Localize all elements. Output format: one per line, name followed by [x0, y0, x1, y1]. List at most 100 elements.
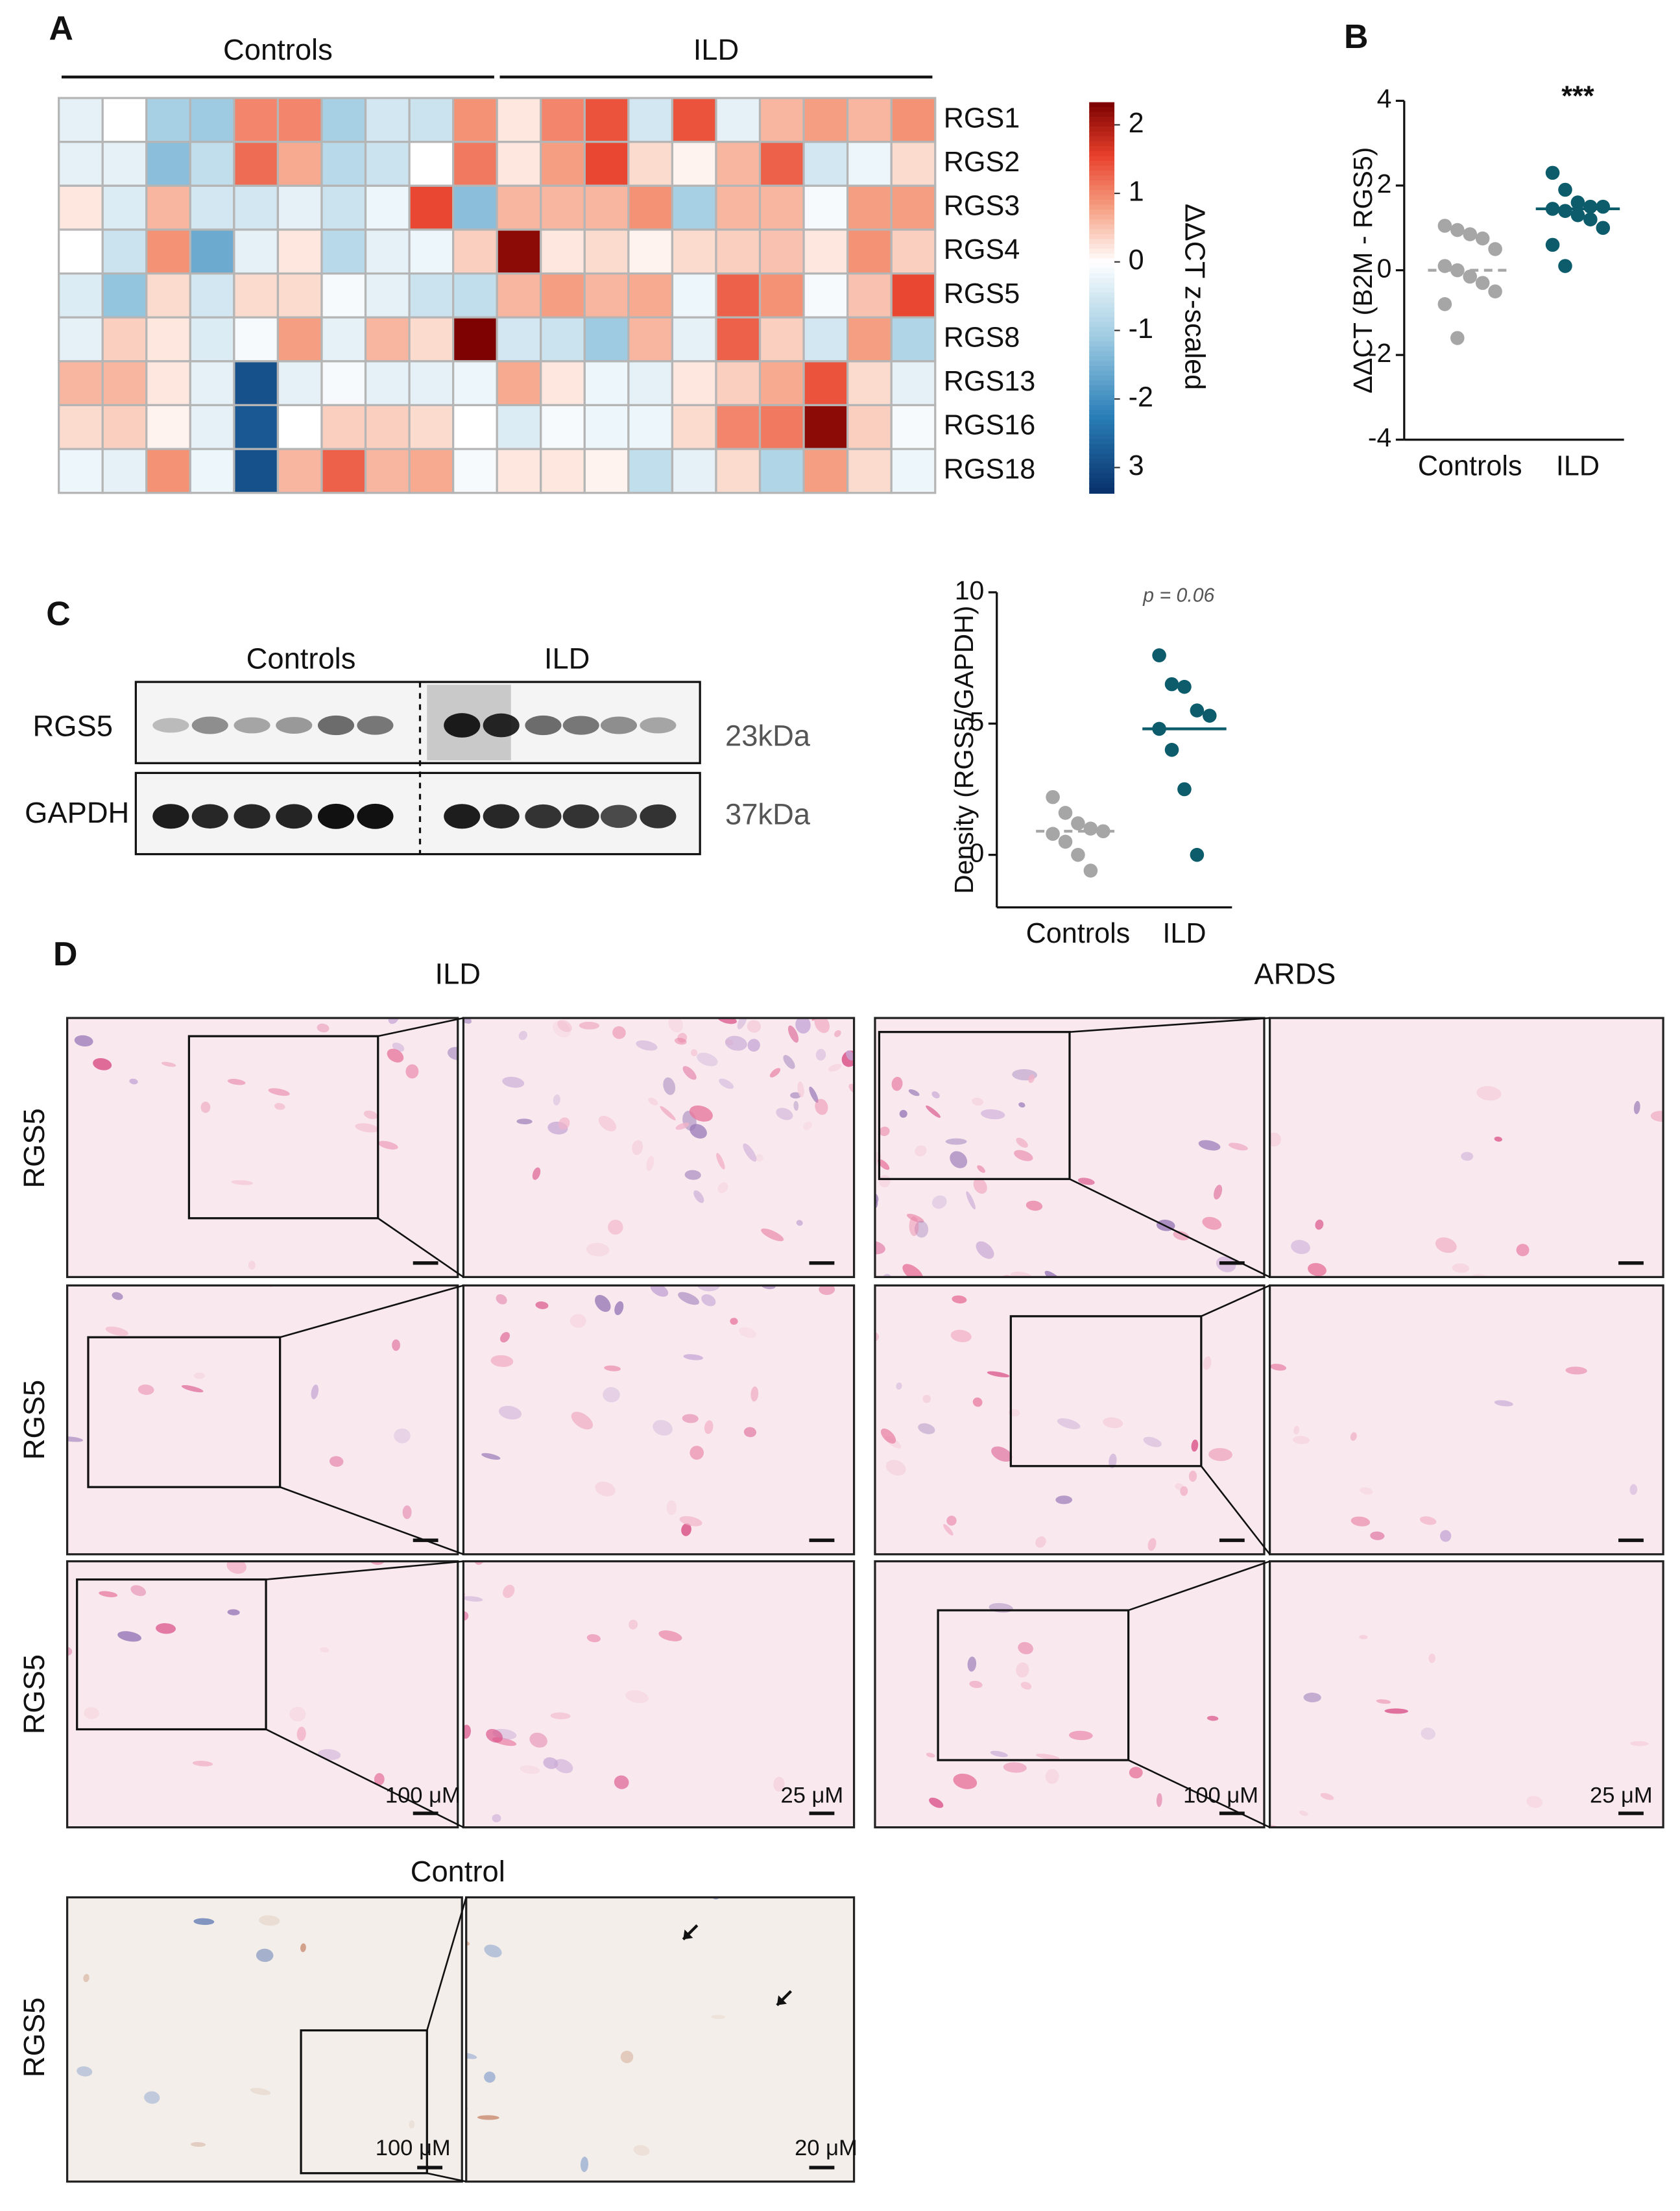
tissue-texture	[1453, 410, 1461, 424]
tissue-texture	[865, 780, 878, 795]
tissue-texture	[920, 1828, 928, 1847]
tissue-texture	[1343, 426, 1352, 437]
tissue-texture	[665, 852, 673, 876]
colorbar-segment	[1089, 337, 1114, 343]
tissue-texture	[842, 938, 856, 950]
tissue-texture	[90, 924, 101, 948]
tissue-texture	[682, 559, 693, 570]
tissue-texture	[510, 904, 525, 919]
tissue-texture	[624, 1837, 633, 1863]
tissue-texture	[1114, 404, 1123, 414]
heatmap-cell	[190, 98, 234, 142]
colorbar-segment	[1089, 317, 1114, 323]
tissue-texture	[1367, 891, 1378, 905]
tissue-texture	[420, 885, 435, 903]
colorbar-segment	[1089, 302, 1114, 308]
heatmap-cell	[804, 274, 848, 318]
tissue-texture	[917, 2076, 928, 2088]
tissue-texture	[739, 575, 758, 587]
tissue-texture	[343, 579, 359, 601]
colorbar-segment	[1089, 224, 1114, 230]
tissue-texture	[0, 856, 1, 869]
tissue-texture	[1072, 380, 1091, 398]
tissue-texture	[787, 583, 803, 604]
heatmap-cell	[190, 230, 234, 274]
tissue-texture	[66, 658, 78, 670]
tissue-texture	[705, 0, 717, 8]
heatmap-cell	[672, 361, 716, 405]
tissue-texture	[835, 832, 845, 842]
tissue-texture	[1279, 546, 1301, 560]
tissue-texture	[611, 1841, 625, 1852]
colorbar-segment	[1089, 146, 1114, 152]
heatmap-cell	[453, 405, 498, 449]
tissue-texture	[985, 1002, 995, 1013]
tissue-texture	[0, 1752, 8, 1770]
heatmap-cell	[716, 142, 760, 186]
tissue-texture	[892, 869, 902, 895]
heatmap-cell	[59, 230, 103, 274]
tissue-texture	[98, 960, 125, 978]
tissue-texture	[1327, 525, 1338, 533]
tissue-texture	[1020, 182, 1027, 191]
tissue-texture	[509, 632, 520, 653]
tissue-texture	[440, 887, 461, 910]
heatmap-cell	[147, 142, 191, 186]
data-point	[1438, 259, 1452, 273]
tissue-texture	[282, 960, 291, 971]
heatmap-cell	[629, 142, 673, 186]
tissue-texture	[844, 826, 857, 832]
tissue-texture	[277, 627, 294, 643]
tissue-texture	[1269, 1888, 1288, 1902]
tissue-texture	[300, 598, 317, 622]
heatmap-cell	[804, 142, 848, 186]
heatmap-cell	[584, 361, 629, 405]
blot-band	[192, 717, 228, 734]
tissue-texture	[666, 63, 678, 76]
heatmap-cell	[322, 186, 366, 230]
x-tick-label: Controls	[1026, 918, 1131, 949]
tissue-texture	[1043, 483, 1054, 495]
tissue-texture	[843, 819, 856, 832]
tissue-texture	[462, 638, 486, 665]
tissue-texture	[1010, 519, 1024, 533]
tissue-texture	[287, 568, 306, 586]
tissue-texture	[1258, 492, 1277, 511]
tissue-texture	[990, 529, 1008, 538]
heatmap-cell	[716, 98, 760, 142]
heatmap-cell	[541, 361, 585, 405]
tissue-texture	[1097, 682, 1118, 703]
colorbar-segment	[1089, 229, 1114, 235]
data-point	[1546, 238, 1560, 252]
tissue-texture	[317, 564, 341, 588]
heatmap-cell	[453, 98, 498, 142]
colorbar-segment	[1089, 327, 1114, 333]
tissue-texture	[464, 936, 474, 954]
tissue-texture	[1389, 638, 1410, 653]
tissue-texture	[55, 1274, 67, 1288]
tissue-texture	[739, 930, 750, 943]
tissue-texture	[1092, 731, 1101, 740]
tissue-texture	[970, 1004, 985, 1015]
tissue-texture	[42, 328, 56, 345]
data-point	[1096, 824, 1110, 838]
tissue-texture	[267, 578, 283, 594]
tissue-texture	[418, 1833, 434, 1857]
tissue-texture	[1133, 420, 1151, 439]
tissue-texture	[1, 786, 19, 804]
tissue-texture	[1229, 656, 1254, 670]
heatmap-cell	[278, 274, 322, 318]
tissue-texture	[497, 590, 507, 599]
tissue-texture	[1369, 812, 1380, 825]
data-point	[1571, 208, 1585, 223]
tissue-texture	[1308, 1007, 1334, 1015]
tissue-texture	[1336, 610, 1356, 630]
tissue-texture	[1421, 579, 1445, 601]
colorbar-segment	[1089, 444, 1114, 450]
heatmap-cell	[59, 142, 103, 186]
colorbar-segment	[1089, 322, 1114, 328]
tissue-texture	[1286, 677, 1294, 683]
row-label: RGS18	[944, 453, 1036, 485]
tissue-texture	[790, 664, 804, 682]
data-point	[1046, 827, 1060, 841]
